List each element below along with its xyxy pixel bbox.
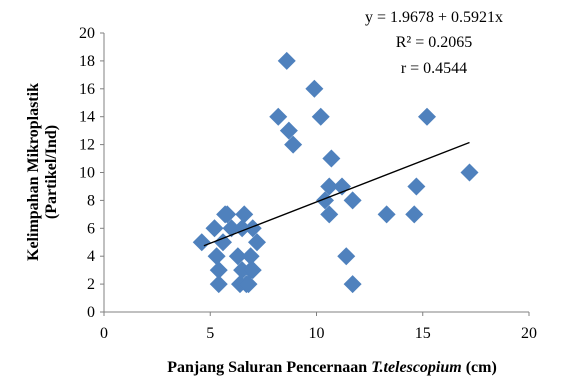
data-point — [241, 247, 260, 266]
y-tick-label: 4 — [87, 248, 95, 265]
y-tick-label: 8 — [87, 192, 95, 209]
r-squared-label: R² = 0.2065 — [396, 34, 473, 51]
equation-label: y = 1.9678 + 0.5921x — [365, 9, 503, 26]
data-point — [269, 107, 288, 126]
data-point — [418, 107, 436, 126]
data-point — [405, 205, 424, 224]
data-points — [192, 51, 479, 294]
y-tick-label: 14 — [79, 109, 95, 126]
y-axis-ticks: 0 2 4 6 8 10 12 14 16 18 20 — [79, 25, 104, 321]
data-point — [320, 177, 339, 196]
data-point — [207, 247, 226, 266]
data-point — [239, 275, 258, 294]
data-point — [205, 219, 224, 238]
x-axis-ticks: 0 5 10 15 20 — [100, 312, 537, 342]
y-tick-label: 16 — [79, 81, 95, 98]
trendline — [203, 141, 470, 247]
y-tick-label: 12 — [79, 137, 95, 154]
y-axis-title-line2: (Partikel/Ind) — [43, 125, 60, 219]
data-point — [248, 233, 266, 252]
x-tick-label: 5 — [206, 325, 214, 342]
y-tick-label: 20 — [79, 25, 95, 42]
data-point — [322, 149, 341, 168]
data-point — [209, 275, 228, 294]
data-point — [284, 135, 303, 154]
y-axis-title-line1: Kelimpahan Mikroplastik — [25, 83, 42, 261]
x-tick-label: 15 — [415, 325, 431, 342]
data-point — [305, 79, 324, 98]
x-axis-title: Panjang Saluran Pencernaan T.telescopium… — [167, 359, 497, 376]
data-point — [316, 191, 334, 210]
y-tick-label: 18 — [79, 53, 95, 70]
data-point — [311, 107, 330, 126]
data-point — [279, 121, 298, 140]
r-value-label: r = 0.4544 — [401, 60, 467, 77]
data-point — [209, 261, 228, 280]
data-point — [343, 275, 362, 294]
data-point — [235, 205, 254, 224]
y-axis-title: Kelimpahan Mikroplastik (Partikel/Ind) — [25, 83, 60, 261]
data-point — [277, 51, 296, 70]
x-tick-label: 0 — [100, 325, 108, 342]
data-point — [343, 191, 362, 210]
data-point — [337, 247, 356, 266]
y-tick-label: 10 — [79, 165, 95, 182]
data-point — [218, 205, 237, 224]
data-point — [243, 219, 262, 238]
data-point — [243, 261, 262, 280]
y-tick-label: 0 — [87, 304, 95, 321]
data-point — [228, 247, 247, 266]
x-tick-label: 10 — [309, 325, 325, 342]
y-tick-label: 2 — [87, 276, 95, 293]
data-point — [214, 233, 232, 252]
data-point — [460, 163, 479, 182]
data-point — [333, 177, 351, 196]
data-point — [407, 177, 426, 196]
y-tick-label: 6 — [87, 220, 95, 237]
data-point — [320, 205, 339, 224]
x-tick-label: 20 — [521, 325, 537, 342]
data-point — [192, 233, 211, 252]
data-point — [377, 205, 396, 224]
